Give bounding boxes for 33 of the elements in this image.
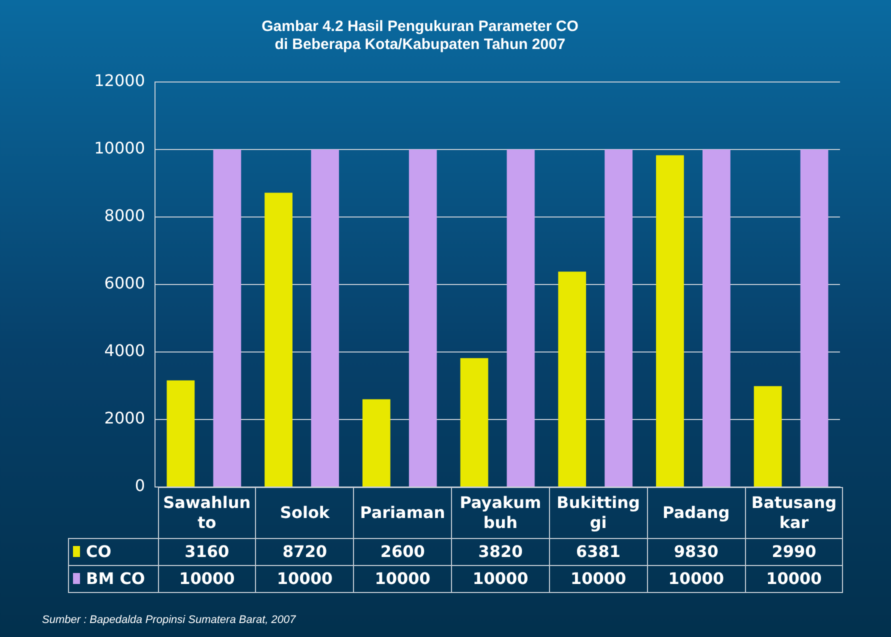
- text: Gambar 4.2 Hasil Pengukuran Parameter CO: [262, 18, 578, 36]
- data-label: 10000: [745, 566, 843, 592]
- data-label: 10000: [158, 566, 256, 592]
- y-tick-label: 2000: [104, 408, 145, 428]
- data-label: 10000: [354, 566, 452, 592]
- data-label: 10000: [647, 566, 746, 592]
- data-label: 2990: [745, 538, 843, 566]
- data-label: 10000: [452, 566, 550, 592]
- y-tick-label: 10000: [94, 138, 145, 158]
- data-label: 2600: [354, 538, 452, 566]
- data-label: 6381: [549, 538, 648, 566]
- y-tick-label: 0: [134, 476, 145, 496]
- x-tick-label: Payakumbuh: [452, 488, 550, 538]
- y-tick-label: 6000: [104, 274, 145, 293]
- data-label: 10000: [256, 566, 354, 592]
- x-tick-label: Pariaman: [354, 488, 452, 538]
- x-tick-label: Bukittinggi: [549, 488, 648, 538]
- x-tick-label: Batusangkar: [745, 488, 843, 538]
- text: Sumber : Bapedalda Propinsi Sumatera Barat, 2007: [42, 614, 296, 626]
- y-tick-label: 4000: [104, 341, 145, 360]
- x-tick-label: Padang: [647, 488, 746, 538]
- data-label: 3160: [158, 538, 256, 566]
- legend-label: BM CO: [68, 566, 158, 592]
- data-label: 9830: [647, 538, 746, 566]
- x-tick-label: Solok: [256, 488, 354, 538]
- legend-label: CO: [68, 538, 158, 566]
- y-tick-label: 12000: [94, 71, 145, 90]
- data-label: 10000: [549, 566, 648, 592]
- y-tick-label: 8000: [104, 206, 145, 226]
- data-label: 3820: [452, 538, 550, 566]
- x-tick-label: Sawahlunto: [158, 488, 256, 538]
- data-label: 8720: [256, 538, 354, 566]
- text: di Beberapa Kota/Kabupaten Tahun 2007: [274, 36, 566, 54]
